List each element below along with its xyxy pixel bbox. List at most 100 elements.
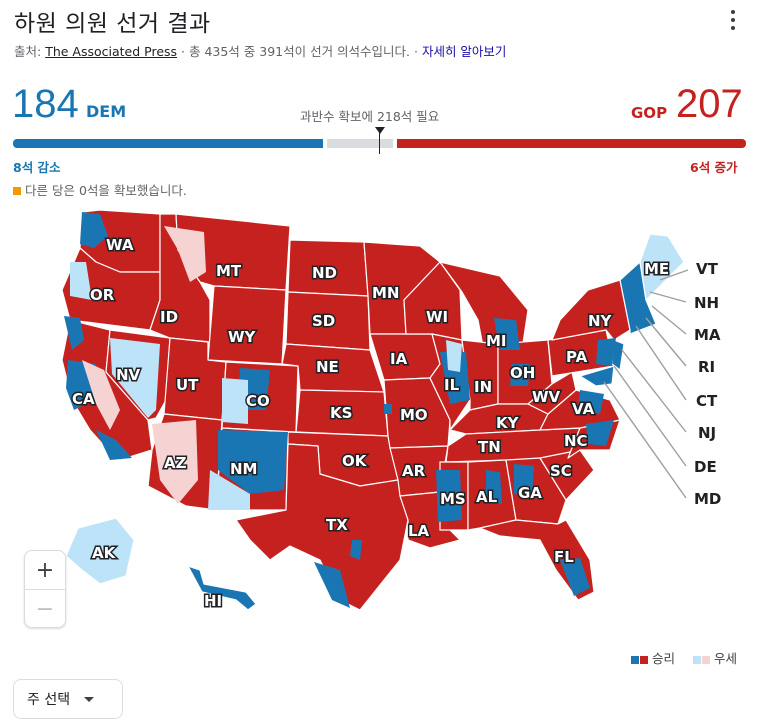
state-label: IN (474, 378, 492, 396)
state-label: VA (572, 400, 595, 418)
state-label: ME (644, 260, 669, 278)
source-publisher-link[interactable]: The Associated Press (45, 44, 178, 59)
state-label: WI (426, 308, 448, 326)
state-select-dropdown[interactable]: 주 선택 (13, 679, 123, 719)
callout-labels: VT NH MA RI CT NJ DE MD (694, 260, 721, 508)
state-label: IL (444, 376, 460, 394)
district-overlays (64, 212, 616, 608)
seat-progress-bar (13, 127, 746, 154)
state-label: ND (312, 264, 337, 282)
state-label: NE (316, 358, 339, 376)
state-label: CA (72, 390, 95, 408)
state-wv[interactable] (527, 371, 577, 415)
state-label: OH (510, 364, 535, 382)
other-party-note: 다른 당은 0석을 확보했습니다. (13, 180, 187, 199)
source-summary: · 총 435석 중 391석이 선거 의석수입니다. · (177, 44, 422, 59)
legend-dem-lean-swatch (692, 655, 701, 664)
state-label: CO (246, 392, 270, 410)
gop-seat-change: 6석 증가 (690, 160, 738, 175)
state-label: NC (564, 432, 588, 450)
callout-lines (603, 269, 689, 499)
map-legend: 승리 우세 (631, 648, 737, 667)
state-label: LA (408, 522, 430, 540)
state-tx[interactable] (235, 443, 409, 611)
dem-seat-count: 184 (12, 82, 79, 126)
state-sc[interactable] (539, 449, 595, 501)
dem-party-label: DEM (86, 102, 127, 121)
callout-label[interactable]: NH (694, 294, 719, 312)
legend-dem-win-swatch (631, 655, 639, 664)
state-label: HI (204, 592, 222, 610)
state-label: KY (496, 414, 520, 432)
state-label: PA (566, 348, 588, 366)
legend-win-label: 승리 (651, 651, 675, 666)
callout-label[interactable]: MD (694, 490, 721, 508)
state-label: NV (116, 366, 141, 384)
callout-label[interactable]: VT (696, 260, 719, 278)
us-house-results-map[interactable]: WA OR CA NV ID MT WY UT AZ CO NM ND SD N… (0, 200, 771, 640)
state-label: WY (228, 328, 257, 346)
state-md[interactable] (579, 365, 615, 387)
state-label: SC (550, 462, 572, 480)
state-label: GA (518, 484, 542, 502)
state-label: UT (176, 376, 199, 394)
gop-seat-count: 207 (676, 82, 743, 126)
source-line: 출처: The Associated Press · 총 435석 중 391석… (14, 41, 506, 60)
state-labels: WA OR CA NV ID MT WY UT AZ CO NM ND SD N… (71, 235, 671, 612)
state-ak[interactable] (65, 517, 135, 585)
state-label: AR (402, 462, 426, 480)
state-label: OR (90, 286, 115, 304)
state-label: AZ (164, 454, 187, 472)
callout-label[interactable]: CT (696, 392, 718, 410)
state-label: WA (106, 236, 134, 254)
state-label: TN (478, 438, 501, 456)
map-zoom-control: + − (24, 550, 66, 628)
zoom-in-button[interactable]: + (35, 557, 55, 583)
learn-more-link[interactable]: 자세히 알아보기 (421, 44, 507, 59)
legend-gop-lean-swatch (701, 655, 710, 664)
other-party-text: 다른 당은 0석을 확보했습니다. (25, 183, 187, 198)
callout-label[interactable]: RI (698, 358, 715, 376)
dropdown-caret-icon (84, 696, 95, 702)
state-label: MO (400, 406, 428, 424)
state-hi[interactable] (187, 565, 257, 611)
page-title: 하원 의원 선거 결과 (14, 11, 211, 37)
state-label: ID (160, 308, 178, 326)
state-label: OK (342, 452, 368, 470)
state-me[interactable] (639, 233, 685, 301)
majority-marker-icon (375, 127, 385, 134)
state-label: NY (588, 312, 613, 330)
state-label: WV (532, 388, 561, 406)
state-label: SD (312, 312, 335, 330)
state-label: FL (554, 548, 574, 566)
state-label: AL (476, 488, 498, 506)
state-label: TX (326, 516, 348, 534)
gop-party-label: GOP (631, 104, 668, 122)
dem-seat-bar (13, 139, 323, 148)
zoom-out-button[interactable]: − (25, 589, 65, 628)
other-party-swatch (13, 187, 21, 195)
state-label: MN (372, 284, 399, 302)
state-label: NM (230, 460, 257, 478)
gop-seat-bar (397, 139, 746, 148)
callout-label[interactable]: NJ (698, 424, 716, 442)
state-ny[interactable] (551, 279, 631, 341)
state-label: KS (330, 404, 352, 422)
majority-marker-line (379, 130, 380, 154)
callout-label[interactable]: MA (694, 326, 721, 344)
dem-seat-change: 8석 감소 (13, 160, 61, 175)
state-label: AK (92, 544, 117, 562)
callout-label[interactable]: DE (694, 458, 717, 476)
state-select-label: 주 선택 (27, 692, 71, 708)
more-options-icon[interactable] (726, 10, 740, 30)
state-label: MS (440, 490, 466, 508)
state-label: MT (216, 262, 242, 280)
uncalled-seat-bar (327, 139, 393, 148)
source-prefix: 출처: (14, 44, 46, 59)
state-fl[interactable] (479, 519, 595, 601)
legend-lean-label: 우세 (713, 651, 737, 666)
state-label: MI (486, 332, 507, 350)
state-label: IA (390, 350, 408, 368)
state-wy[interactable] (207, 285, 287, 365)
legend-gop-win-swatch (640, 655, 648, 664)
